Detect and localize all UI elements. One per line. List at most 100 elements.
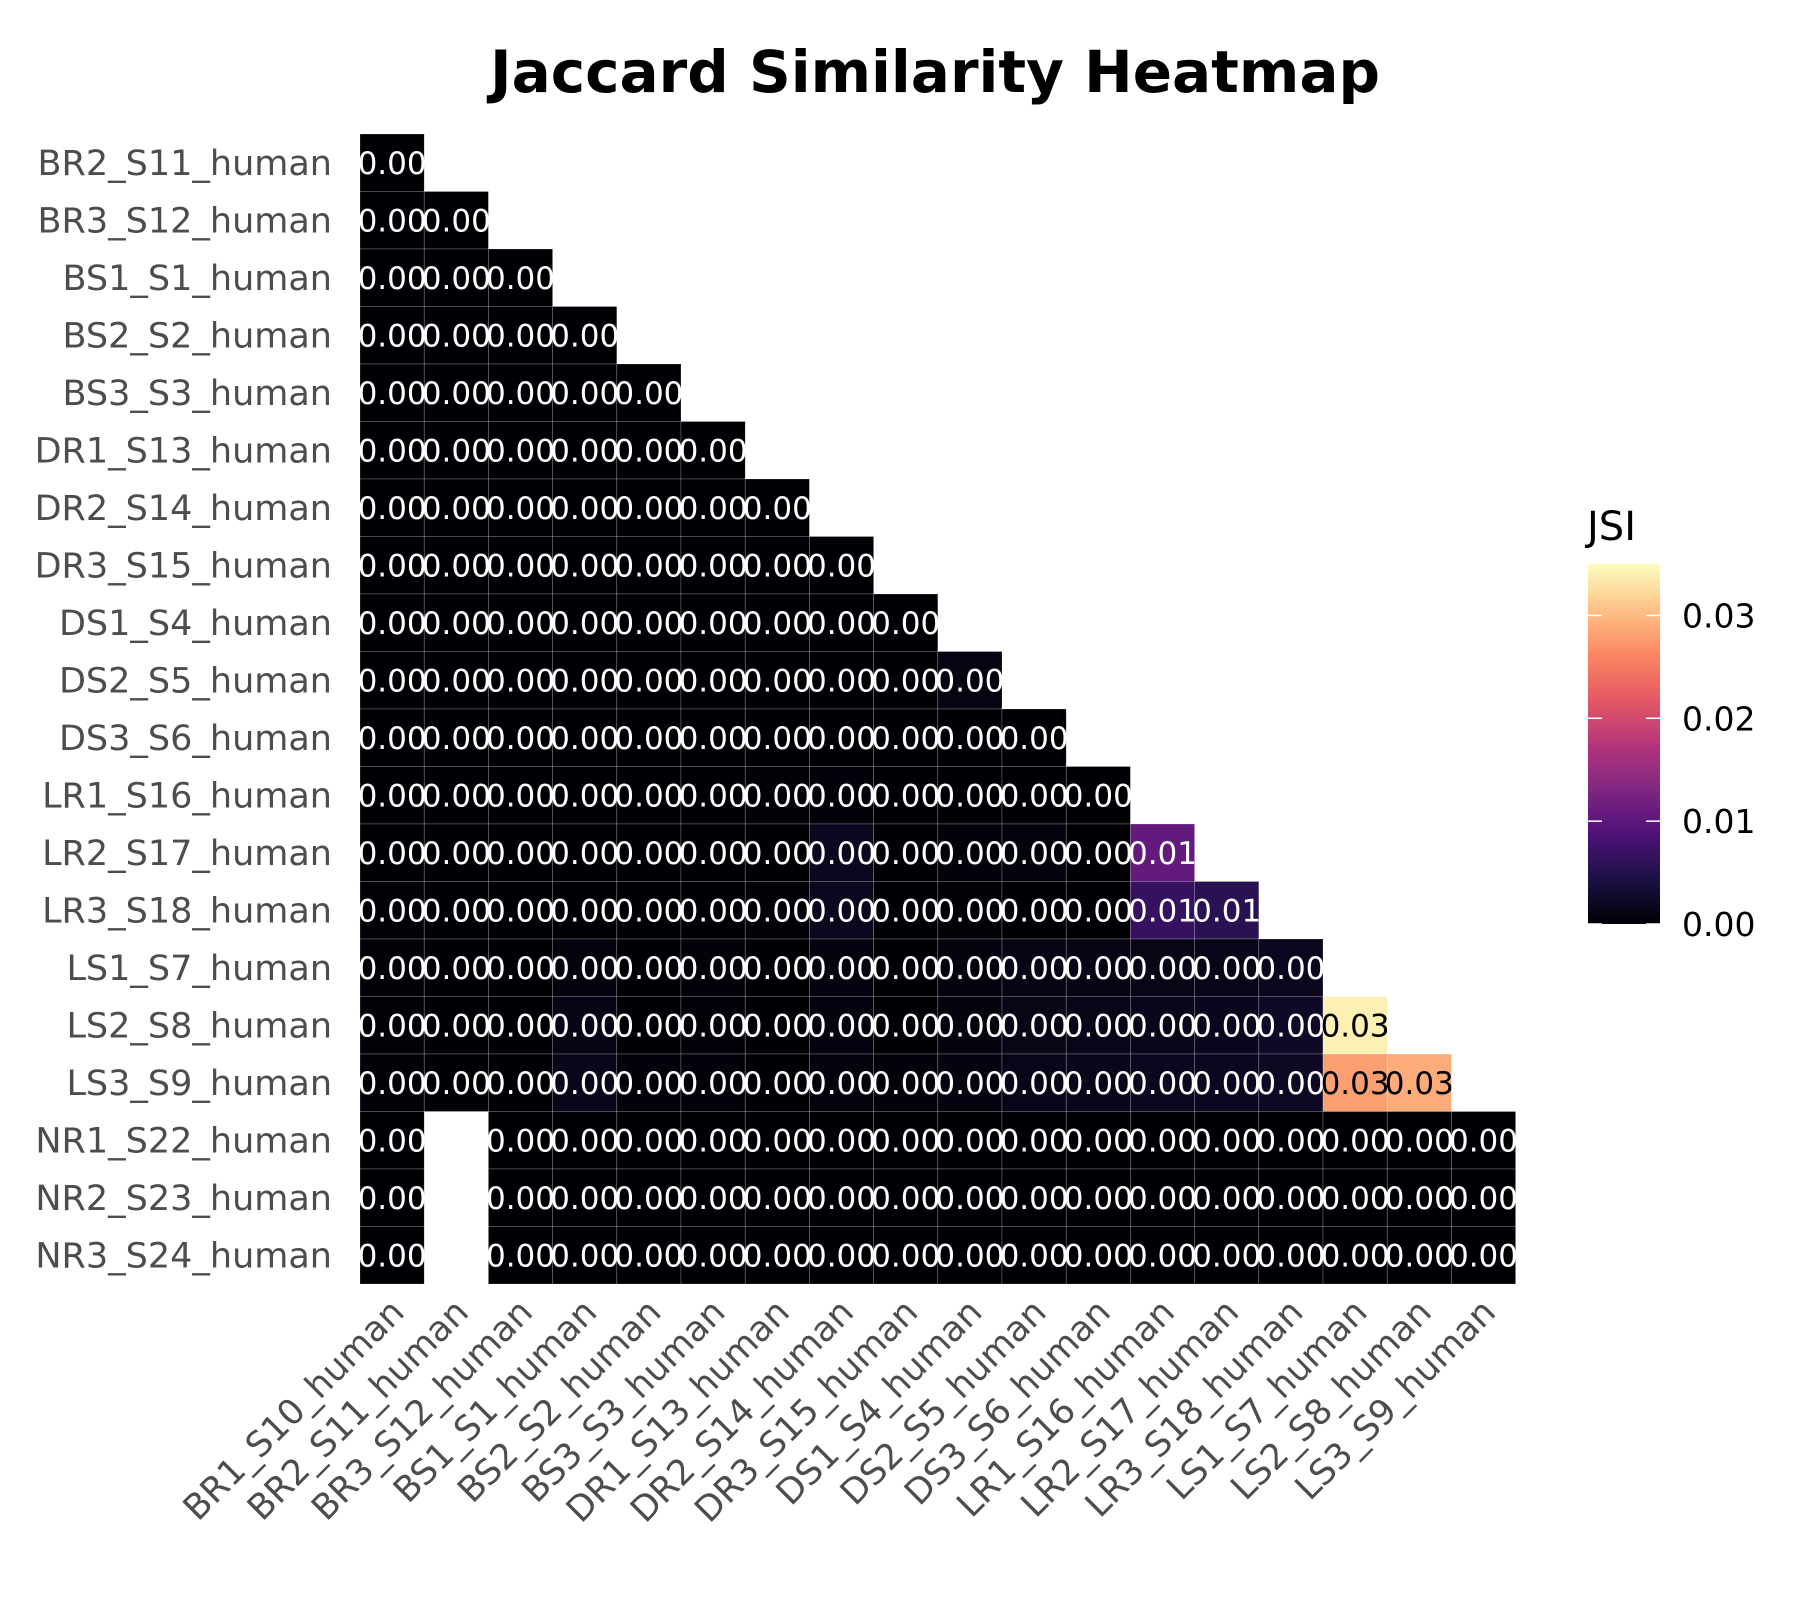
cell-value-label: 0.00 bbox=[358, 491, 427, 527]
cell-value-label: 0.00 bbox=[1449, 1123, 1518, 1159]
heatmap-cell bbox=[1065, 881, 1131, 940]
cell-value-label: 0.00 bbox=[679, 1238, 748, 1274]
cell-value-label: 0.00 bbox=[679, 433, 748, 469]
heatmap-cell bbox=[423, 306, 489, 365]
cell-value-label: 0.00 bbox=[422, 663, 491, 699]
cell-value-label: 0.00 bbox=[743, 1066, 812, 1102]
heatmap-cell bbox=[809, 651, 874, 710]
row-label: DR2_S14_human bbox=[35, 489, 332, 529]
heatmap-cell bbox=[552, 306, 618, 365]
heatmap-cell bbox=[1065, 1226, 1131, 1285]
cell-value-label: 0.00 bbox=[422, 721, 491, 757]
cell-value-label: 0.00 bbox=[743, 836, 812, 872]
heatmap-cell bbox=[488, 1053, 553, 1112]
heatmap-cell bbox=[488, 248, 553, 307]
heatmap-cell bbox=[873, 1226, 939, 1285]
heatmap-cell bbox=[680, 1168, 746, 1227]
cell-value-label: 0.00 bbox=[679, 778, 748, 814]
cell-value-label: 0.00 bbox=[614, 606, 683, 642]
cell-value-label: 0.00 bbox=[679, 1066, 748, 1102]
cell-value-label: 0.00 bbox=[550, 548, 619, 584]
cell-value-label: 0.00 bbox=[486, 1238, 555, 1274]
heatmap-cell bbox=[1130, 823, 1195, 882]
heatmap-cell bbox=[488, 363, 553, 422]
cell-value-label: 0.00 bbox=[1064, 893, 1133, 929]
cell-value-label: 0.00 bbox=[422, 491, 491, 527]
heatmap-cell bbox=[1130, 881, 1195, 940]
heatmap-cell bbox=[359, 1168, 425, 1227]
cell-value-label: 0.00 bbox=[422, 318, 491, 354]
cell-value-label: 0.00 bbox=[935, 721, 1004, 757]
heatmap-cell bbox=[359, 191, 425, 250]
heatmap-cell bbox=[680, 996, 746, 1055]
cell-value-label: 0.00 bbox=[614, 1066, 683, 1102]
cell-value-label: 0.00 bbox=[422, 548, 491, 584]
cell-value-label: 0.00 bbox=[486, 663, 555, 699]
heatmap-cell bbox=[1001, 823, 1067, 882]
cell-value-label: 0.00 bbox=[358, 376, 427, 412]
cell-value-label: 0.00 bbox=[1192, 1123, 1261, 1159]
cell-value-label: 0.00 bbox=[807, 1123, 876, 1159]
heatmap-cell bbox=[680, 766, 746, 825]
heatmap-cell bbox=[809, 823, 874, 882]
row-label: DS1_S4_human bbox=[59, 604, 332, 644]
cell-value-label: 0.00 bbox=[486, 433, 555, 469]
cell-value-label: 0.00 bbox=[614, 893, 683, 929]
heatmap-cell bbox=[1001, 1226, 1067, 1285]
cell-value-label: 0.00 bbox=[614, 721, 683, 757]
cell-value-label: 0.00 bbox=[614, 1008, 683, 1044]
cell-value-label: 0.00 bbox=[550, 1123, 619, 1159]
row-label: NR3_S24_human bbox=[35, 1236, 332, 1276]
heatmap-cell bbox=[616, 363, 682, 422]
heatmap-cell bbox=[1194, 996, 1260, 1055]
cell-value-label: 0.00 bbox=[807, 1066, 876, 1102]
heatmap-cell bbox=[937, 1168, 1003, 1227]
heatmap-cell bbox=[423, 651, 489, 710]
cell-value-label: 0.03 bbox=[1321, 1008, 1390, 1044]
heatmap-cell bbox=[359, 593, 425, 652]
row-label: LR2_S17_human bbox=[42, 834, 332, 874]
cell-value-label: 0.00 bbox=[1128, 1238, 1197, 1274]
heatmap-cell bbox=[1001, 708, 1067, 767]
cell-value-label: 0.00 bbox=[1000, 951, 1069, 987]
heatmap-cell bbox=[873, 708, 939, 767]
cell-value-label: 0.00 bbox=[358, 318, 427, 354]
cell-value-label: 0.00 bbox=[1192, 1008, 1261, 1044]
cell-value-label: 0.00 bbox=[614, 951, 683, 987]
row-label: BR2_S11_human bbox=[38, 144, 332, 184]
row-label: LR3_S18_human bbox=[42, 891, 332, 931]
cell-value-label: 0.00 bbox=[871, 836, 940, 872]
heatmap-cell bbox=[616, 881, 682, 940]
heatmap-cell bbox=[1451, 1226, 1516, 1285]
heatmap-cell bbox=[552, 823, 618, 882]
cell-value-label: 0.00 bbox=[1321, 1123, 1390, 1159]
row-label: DS2_S5_human bbox=[59, 661, 332, 701]
heatmap-cell bbox=[359, 881, 425, 940]
heatmap-cell bbox=[488, 938, 553, 997]
heatmap-cell bbox=[1130, 1226, 1195, 1285]
cell-value-label: 0.03 bbox=[1385, 1066, 1454, 1102]
heatmap-cell bbox=[809, 1168, 874, 1227]
heatmap-cell bbox=[423, 996, 489, 1055]
heatmap-cell bbox=[809, 1226, 874, 1285]
row-label: BS3_S3_human bbox=[63, 374, 332, 414]
heatmap-cell bbox=[873, 1053, 939, 1112]
heatmap-cell bbox=[488, 1168, 553, 1227]
heatmap-cell bbox=[552, 766, 618, 825]
colorbar-gradient bbox=[1588, 564, 1660, 924]
heatmap-cell bbox=[1001, 996, 1067, 1055]
heatmap-cell bbox=[552, 421, 618, 480]
heatmap-cell bbox=[1258, 1111, 1324, 1170]
cell-value-label: 0.00 bbox=[1192, 1181, 1261, 1217]
heatmap-cell bbox=[680, 823, 746, 882]
heatmap-cell bbox=[1194, 1168, 1260, 1227]
heatmap-cell bbox=[744, 1168, 810, 1227]
heatmap-cell bbox=[1322, 1226, 1388, 1285]
heatmap-cell bbox=[1001, 766, 1067, 825]
cell-value-label: 0.00 bbox=[1256, 1066, 1325, 1102]
cell-value-label: 0.00 bbox=[1000, 836, 1069, 872]
cell-value-label: 0.00 bbox=[550, 778, 619, 814]
cell-value-label: 0.00 bbox=[871, 1181, 940, 1217]
heatmap-cell bbox=[1065, 996, 1131, 1055]
cell-value-label: 0.00 bbox=[358, 778, 427, 814]
